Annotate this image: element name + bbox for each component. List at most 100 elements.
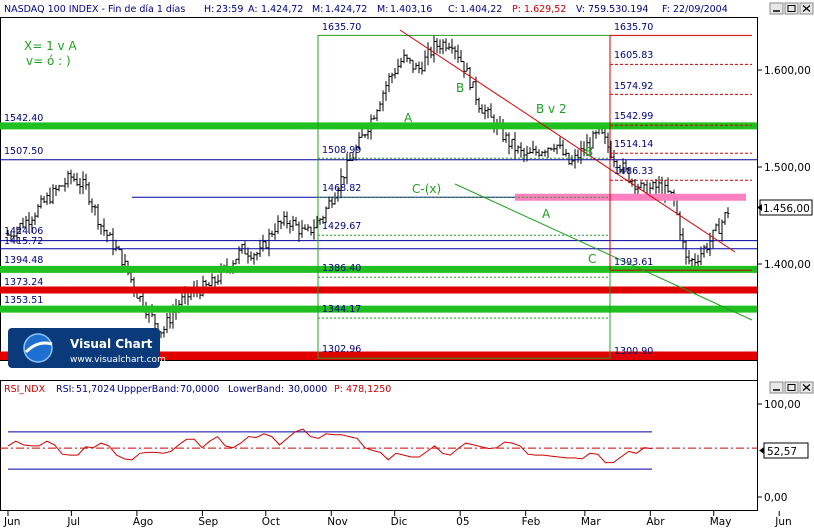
price-bar [579,140,583,164]
price-bar [264,239,268,250]
price-bar [381,90,385,112]
rsi-name: RSI_NDX [4,384,46,395]
fib-right-label-1514: 1514.14 [614,139,653,150]
price-bar [528,147,532,154]
fib-mid-label-1508: 1508.99 [322,145,361,156]
price-bar [450,38,454,54]
price-bar [468,66,472,91]
rsi-current-badge: 52,57 [759,442,809,459]
wave-label-b-top: B [456,81,464,95]
price-bar [69,169,73,185]
price-bar [537,149,541,158]
price-bar [504,132,508,143]
price-bar [309,226,313,236]
price-bar [621,158,625,175]
price-bar [453,46,457,60]
time-label-dic: Dic [391,516,408,528]
price-bar [375,109,379,122]
header-m-value: 1.424,72 [325,4,367,15]
fib-right-labels: 1635.70 1605.83 1574.92 1542.99 1514.14 … [614,22,653,357]
close-button[interactable] [799,2,814,15]
time-label-jun: Jun [3,516,20,528]
price-bar [399,57,403,69]
header-c-label: C: [448,4,458,15]
price-bar [75,172,79,186]
price-bar [396,58,400,75]
trend-lines [399,29,753,321]
price-bar [531,140,535,154]
price-bar [405,54,409,63]
price-bar [162,326,166,338]
price-bar [312,219,316,240]
rsi-p-label: P: [334,384,343,395]
price-bar [372,115,376,120]
price-bar [582,141,586,157]
maximize-button[interactable] [784,2,799,15]
price-bar [525,145,529,162]
price-bar [543,149,547,157]
price-bar [63,177,67,192]
annotations: X= 1 v A v= ó : ) B A B v 2 B C-(x) A C [24,39,596,266]
time-label-abr: Abr [646,516,665,528]
price-bar [591,130,595,149]
fib-right-label-1605: 1605.83 [614,50,653,61]
rsi-upper-label: UppperBand: [117,384,179,395]
price-bar [87,182,91,205]
price-bar [666,177,670,193]
price-bar [636,183,640,195]
logo-name: Visual Chart [70,337,153,351]
rsi-upper-value: 70,0000 [180,384,219,395]
rsi-p-value: 478,1250 [346,384,391,395]
price-bar [519,142,523,158]
fib-right-label-1542: 1542.99 [614,111,653,122]
rsi-close-button[interactable] [799,381,814,394]
price-bar [585,134,589,151]
price-bar [678,211,682,241]
rsi-current-value: 52,57 [767,446,797,458]
price-bar [606,132,610,154]
rsi-minimize-button[interactable] [769,381,784,394]
price-bar [114,239,118,252]
price-bar [435,38,439,54]
price-bar [444,38,448,52]
price-bar [357,132,361,149]
price-bar [477,97,481,113]
price-bar [420,61,424,75]
price-bar [624,160,628,172]
wave-label-a-mid: A [542,207,551,221]
price-bar [252,252,256,265]
price-bar [342,176,346,186]
rsi-maximize-button[interactable] [784,381,799,394]
time-axis: Jun Jul Ago Sep Oct Nov Dic 05 Feb Mar Abr May Jun [3,511,792,528]
trend-line-down-red [399,29,736,253]
minimize-button[interactable] [769,2,784,15]
level-label-1394: 1394.48 [4,255,43,266]
price-bar [27,212,31,233]
level-label-1507: 1507.50 [4,146,43,157]
header-h-label: H: [204,4,214,15]
price-bar [102,218,106,236]
price-bar [408,57,412,64]
header-p-value: 1.629,52 [524,4,566,15]
price-bar [474,76,478,106]
price-bar [486,106,490,119]
level-label-1373: 1373.24 [4,277,43,288]
header-p-label: P: [512,4,521,15]
rsi-header: RSI_NDX RSI: 51,7024 UppperBand: 70,0000… [4,384,391,395]
price-bar [429,46,433,59]
price-bar [681,228,685,249]
visual-chart-logo: Visual Chart www.visualchart.com [8,328,166,368]
fib-right-label-1393: 1393.61 [614,257,653,268]
price-bar [51,184,55,205]
price-bar [480,104,484,114]
time-label-oct: Oct [262,516,280,528]
price-bar [24,216,28,229]
header-a-label: A: [248,4,258,15]
price-bar [129,272,133,283]
price-bar [552,143,556,152]
price-bar [642,182,646,193]
price-bar [471,81,475,89]
wave-label-a-left: A [404,111,413,125]
price-bar [333,192,337,205]
price-bar [48,187,52,205]
